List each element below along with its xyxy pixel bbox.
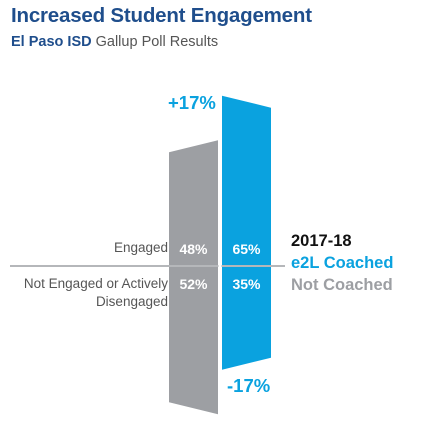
- row-label-not-engaged: Not Engaged or Actively Disengaged: [23, 276, 168, 309]
- legend-not-coached: Not Coached: [291, 276, 393, 294]
- value-label-e2l-coached-engaged: 65%: [232, 241, 261, 257]
- bar-e2l-coached-not-engaged: [222, 266, 271, 370]
- value-label-e2l-coached-not-engaged: 35%: [232, 276, 261, 292]
- value-label-not-coached-not-engaged: 52%: [179, 276, 208, 292]
- row-label-engaged: Engaged: [113, 240, 168, 255]
- bar-not-coached-not-engaged: [169, 266, 218, 415]
- bar-not-coached-engaged: [169, 140, 218, 266]
- value-label-not-coached-engaged: 48%: [179, 241, 208, 257]
- delta-decrease-label: -17%: [227, 375, 271, 396]
- subtitle-district: El Paso ISD: [11, 34, 92, 50]
- delta-increase-label: +17%: [168, 92, 216, 113]
- subtitle-rest: Gallup Poll Results: [91, 34, 219, 50]
- chart-subtitle: El Paso ISD Gallup Poll Results: [11, 34, 218, 50]
- bar-e2l-coached-engaged: [222, 95, 271, 266]
- chart-title: Increased Student Engagement: [11, 4, 312, 27]
- legend-coached: e2L Coached: [291, 254, 394, 272]
- legend-year: 2017-18: [291, 232, 352, 250]
